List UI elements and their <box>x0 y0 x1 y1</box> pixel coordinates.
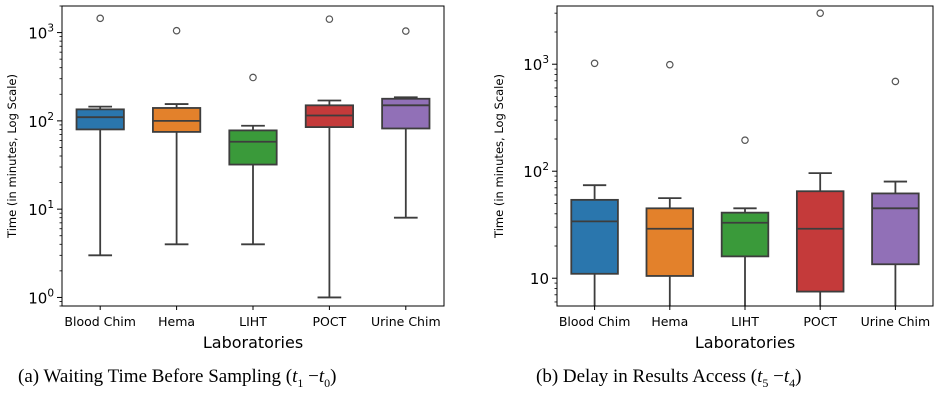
iqr-box-urine-chim <box>381 97 431 130</box>
caption-b-text: (b) Delay in Results Access ( <box>536 366 758 387</box>
box-poct <box>304 15 354 299</box>
iqr-box-hema <box>152 107 202 133</box>
box-hema <box>645 60 695 306</box>
chart-panel-a: Blood Chim Hema LIHT POCT Urine Chim 100 101 10… <box>5 5 445 352</box>
x-tick-label-liht: LIHT <box>731 314 759 329</box>
figure: Blood Chim Hema LIHT POCT Urine Chim 100 101 10… <box>5 5 934 352</box>
x-tick-label-poct: POCT <box>313 314 347 329</box>
outlier-urine-chim-0 <box>401 27 410 35</box>
iqr-box-blood-chim <box>75 108 125 131</box>
y-axis-label: Time (in minutes, Log Scale) <box>492 74 506 239</box>
outlier-liht-0 <box>741 136 749 144</box>
box-poct <box>795 9 845 306</box>
x-axis-label: Laboratories <box>695 333 795 352</box>
x-tick-label-blood-chim: Blood Chim <box>64 314 136 329</box>
caption-b: (b) Delay in Results Access (t5 −t4) <box>536 366 802 390</box>
x-tick-label-urine-chim: Urine Chim <box>371 314 441 329</box>
box-blood-chim <box>75 14 125 257</box>
x-tick-label-blood-chim: Blood Chim <box>559 314 631 329</box>
outlier-urine-chim-0 <box>891 77 900 86</box>
plot-frame <box>556 5 934 307</box>
outlier-poct-0 <box>816 9 825 17</box>
outlier-blood-chim-0 <box>96 14 105 23</box>
iqr-box-poct <box>795 190 845 293</box>
x-tick-label-poct: POCT <box>803 314 837 329</box>
x-axis-label: Laboratories <box>203 333 303 352</box>
y-axis-label: Time (in minutes, Log Scale) <box>5 74 19 239</box>
y-tick-label-3: 103 <box>28 23 54 43</box>
iqr-box-liht <box>228 129 278 166</box>
x-tick-label-hema: Hema <box>158 314 195 329</box>
box-liht <box>720 136 770 306</box>
caption-a-text: (a) Waiting Time Before Sampling ( <box>18 366 293 387</box>
x-tick-label-urine-chim: Urine Chim <box>861 314 931 329</box>
x-tick-label-liht: LIHT <box>239 314 267 329</box>
outlier-liht-0 <box>249 73 257 82</box>
x-tick-label-hema: Hema <box>651 314 688 329</box>
y-tick-label-0: 10 <box>530 270 549 288</box>
box-blood-chim <box>570 59 619 306</box>
iqr-box-liht <box>720 211 770 258</box>
box-urine-chim <box>381 27 431 219</box>
y-tick-label-2: 103 <box>523 54 549 74</box>
chart-panel-b: Blood Chim Hema LIHT POCT Urine Chim 10 102 103… <box>492 5 934 352</box>
box-liht <box>228 73 278 246</box>
iqr-box-urine-chim <box>871 192 920 266</box>
y-tick-label-1: 101 <box>28 199 54 219</box>
caption-a: (a) Waiting Time Before Sampling (t1 −t0… <box>18 366 337 390</box>
outlier-hema-0 <box>172 26 181 35</box>
y-tick-label-2: 102 <box>28 111 54 131</box>
iqr-box-blood-chim <box>570 198 619 275</box>
box-urine-chim <box>871 77 920 306</box>
box-hema <box>152 26 202 246</box>
y-tick-label-1: 102 <box>523 161 549 181</box>
outlier-poct-0 <box>325 15 334 23</box>
y-tick-label-0: 100 <box>28 287 54 307</box>
outlier-hema-0 <box>665 60 674 69</box>
outlier-blood-chim-0 <box>590 59 599 68</box>
iqr-box-hema <box>645 207 695 277</box>
